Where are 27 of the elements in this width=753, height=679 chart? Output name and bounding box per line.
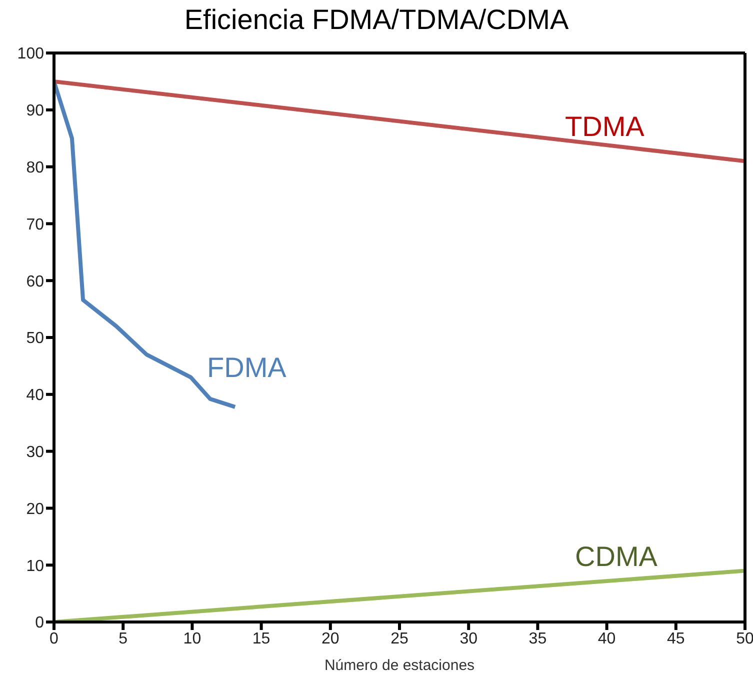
x-tick-label: 35: [528, 630, 547, 648]
y-tick-label: 70: [26, 216, 44, 234]
x-tick-label: 50: [736, 630, 753, 648]
y-tick-label: 30: [26, 444, 44, 461]
x-tick-label: 15: [252, 630, 270, 648]
x-tick-label: 25: [390, 630, 408, 648]
y-tick-label: 10: [26, 558, 44, 575]
chart-title: Eficiencia FDMA/TDMA/CDMA: [183, 4, 570, 36]
y-tick-label: 100: [17, 46, 44, 63]
series-label: FDMA: [207, 352, 287, 383]
series-label: CDMA: [575, 540, 658, 572]
y-tick-label: 50: [26, 330, 44, 348]
y-tick-label: 0: [35, 614, 44, 632]
x-tick-label: 30: [460, 630, 478, 648]
series-label: TDMA: [565, 111, 645, 142]
y-tick-label: 20: [26, 500, 44, 518]
x-tick-label: 5: [118, 630, 128, 648]
x-axis-title: Número de estaciones: [324, 657, 475, 674]
x-tick-label: 45: [667, 630, 685, 648]
x-tick-label: 40: [598, 630, 616, 648]
x-tick-label: 0: [50, 630, 59, 648]
y-tick-label: 60: [26, 273, 44, 290]
x-tick-label: 20: [322, 630, 340, 648]
x-tick-label: 10: [183, 630, 202, 648]
y-tick-label: 80: [26, 159, 44, 176]
y-tick-label: 90: [26, 102, 44, 120]
y-tick-label: 40: [26, 387, 44, 404]
